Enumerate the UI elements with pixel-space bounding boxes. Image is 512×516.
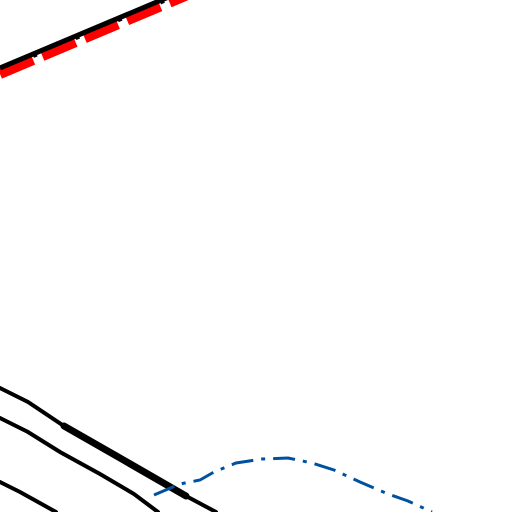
boundary-line [153,456,433,514]
road-network [0,386,218,514]
railway-line [0,0,189,79]
road-lower [0,480,58,514]
road-middle [0,416,160,514]
road-thick-segment [60,422,190,500]
